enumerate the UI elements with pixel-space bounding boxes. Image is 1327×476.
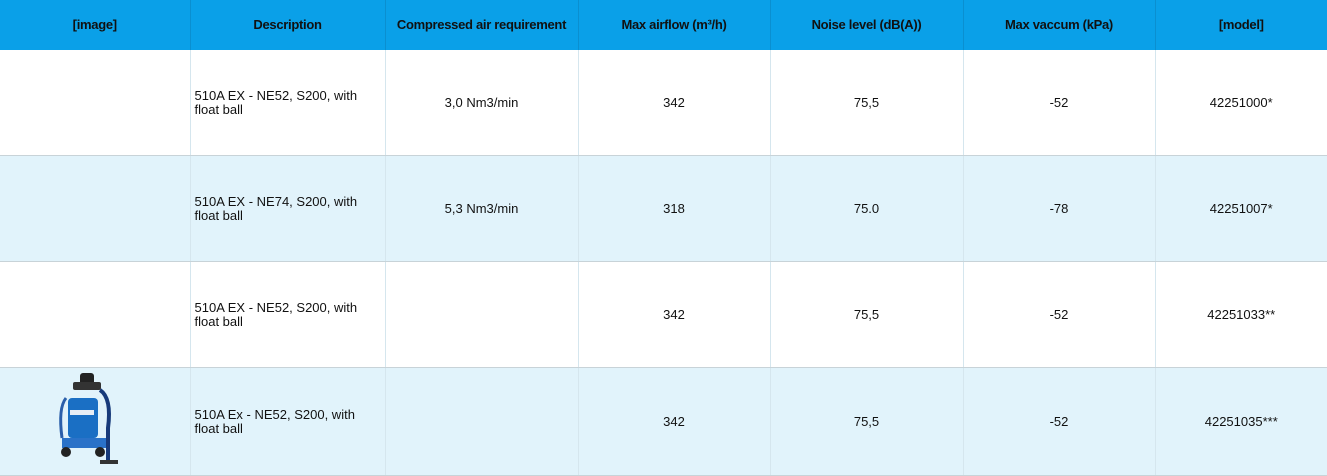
description: 510A Ex - NE52, S200, with float ball [190, 368, 385, 476]
row: 510A EX - NE52, S200, with float ball 3,… [0, 50, 1327, 156]
vacuum: -52 [963, 50, 1155, 156]
header-cell: Max vaccum (kPa) [963, 0, 1155, 50]
vacuum: -52 [963, 368, 1155, 476]
description-text: 510A EX - NE74, S200, with float ball [195, 195, 375, 223]
model: 42251000* [1155, 50, 1327, 156]
header-cell: Compressed air requirement [385, 0, 578, 50]
air [385, 368, 578, 476]
header-cell: Description [190, 0, 385, 50]
product-table: [image] Description Compressed air requi… [0, 0, 1327, 476]
model: 42251007* [1155, 156, 1327, 262]
description: 510A EX - NE52, S200, with float ball [190, 262, 385, 368]
header-cell: Max airflow (m³/h) [578, 0, 770, 50]
row: 510A EX - NE74, S200, with float ball 5,… [0, 156, 1327, 262]
vacuum: -52 [963, 262, 1155, 368]
image-cell [0, 50, 190, 156]
noise: 75,5 [770, 368, 963, 476]
description-text: 510A EX - NE52, S200, with float ball [195, 301, 375, 329]
description-text: 510A EX - NE52, S200, with float ball [195, 89, 375, 117]
model: 42251033** [1155, 262, 1327, 368]
header-cell: Noise level (dB(A)) [770, 0, 963, 50]
header-row: [image] Description Compressed air requi… [0, 0, 1327, 50]
page: [image] Description Compressed air requi… [0, 0, 1327, 473]
vacuum: -78 [963, 156, 1155, 262]
description-text: 510A Ex - NE52, S200, with float ball [195, 408, 375, 436]
image-cell [0, 262, 190, 368]
product-image [0, 368, 190, 472]
header-cell: [model] [1155, 0, 1327, 50]
airflow: 342 [578, 368, 770, 476]
description: 510A EX - NE74, S200, with float ball [190, 156, 385, 262]
noise: 75.0 [770, 156, 963, 262]
model: 42251035*** [1155, 368, 1327, 476]
image-cell [0, 368, 190, 476]
air: 5,3 Nm3/min [385, 156, 578, 262]
air [385, 262, 578, 368]
airflow: 318 [578, 156, 770, 262]
airflow: 342 [578, 262, 770, 368]
row: 510A Ex - NE52, S200, with float ball 34… [0, 368, 1327, 476]
noise: 75,5 [770, 262, 963, 368]
noise: 75,5 [770, 50, 963, 156]
air: 3,0 Nm3/min [385, 50, 578, 156]
description: 510A EX - NE52, S200, with float ball [190, 50, 385, 156]
airflow: 342 [578, 50, 770, 156]
header-cell: [image] [0, 0, 190, 50]
row: 510A EX - NE52, S200, with float ball 34… [0, 262, 1327, 368]
image-cell [0, 156, 190, 262]
